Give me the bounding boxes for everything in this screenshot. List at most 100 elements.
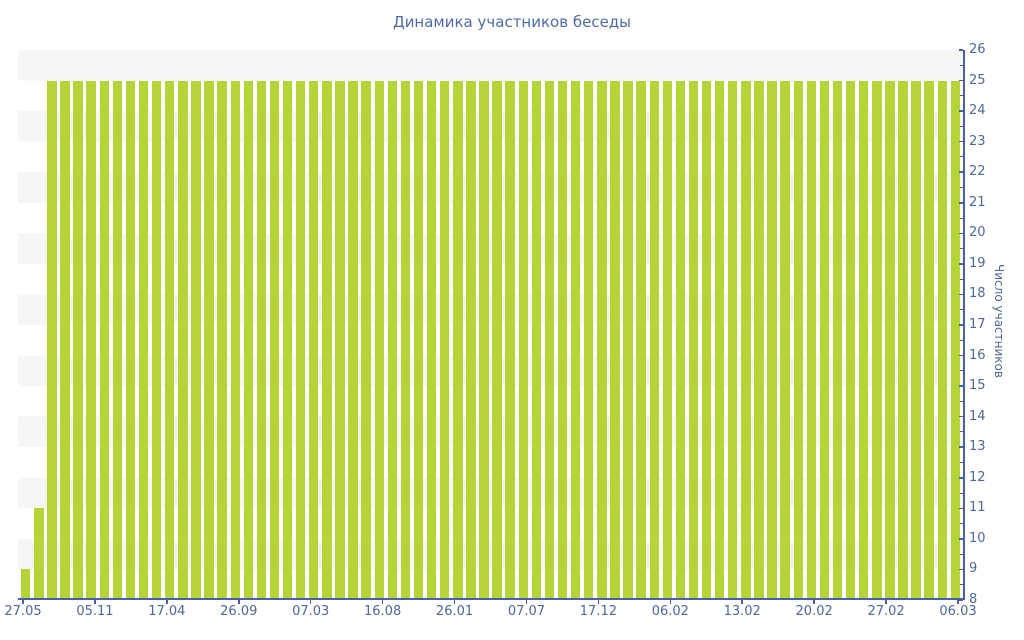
bar (570, 80, 581, 600)
bar (557, 80, 568, 600)
y-tick-label: 26 (969, 42, 986, 57)
x-tick-label: 05.11 (76, 604, 114, 619)
bar (714, 80, 725, 600)
bar (518, 80, 528, 600)
bar (610, 80, 620, 600)
y-tick-label: 14 (969, 408, 986, 424)
bar (204, 80, 214, 600)
y-tick-mark (958, 477, 963, 479)
x-tick-mark (22, 600, 24, 604)
y-axis-ticks: 8 9 10 11 12 13 14 15 16 17 18 19 20 21 22 23 24 25 26 (958, 42, 1024, 607)
bar (60, 80, 70, 600)
y-minor-tick-mark (960, 95, 963, 97)
bar (924, 80, 934, 600)
x-tick-mark (525, 600, 528, 604)
bar (440, 80, 450, 600)
bar (728, 80, 738, 600)
y-tick-label: 10 (969, 530, 986, 546)
y-minor-tick-mark (960, 553, 963, 555)
bar (125, 80, 136, 600)
bar (544, 80, 555, 600)
y-tick-mark (958, 140, 963, 143)
y-tick-label: 13 (969, 439, 986, 455)
x-tick-label: 06.02 (651, 604, 689, 619)
y-tick-label: 12 (969, 469, 986, 485)
y-minor-tick-mark (960, 125, 963, 127)
bar (584, 80, 594, 600)
bar (767, 80, 777, 600)
bar (374, 80, 384, 600)
y-tick-label: 19 (969, 255, 986, 271)
bar (21, 569, 31, 600)
x-tick-label: 06.03 (939, 604, 977, 619)
bar (636, 80, 646, 600)
x-tick-label: 20.02 (795, 604, 833, 619)
y-tick-mark (958, 385, 963, 387)
y-tick-label: 17 (969, 317, 986, 332)
y-tick-label: 23 (969, 133, 986, 149)
y-minor-tick-mark (960, 462, 963, 463)
bar (165, 80, 175, 600)
x-axis-ticks: 27.05 05.11 17.04 26.09 07.03 16.08 26.01 07.07… (4, 598, 977, 628)
x-tick-mark (238, 600, 240, 604)
bar (453, 80, 463, 600)
bar (73, 80, 83, 600)
bar (675, 80, 686, 600)
bar (335, 80, 345, 600)
bar (688, 80, 699, 600)
y-tick-label: 25 (969, 72, 986, 88)
y-minor-tick-mark (960, 523, 963, 525)
bar (531, 80, 542, 600)
bar (937, 80, 947, 600)
y-tick-mark (958, 568, 963, 571)
y-tick-mark (958, 324, 963, 326)
bar (793, 80, 803, 600)
y-tick-mark (958, 354, 963, 357)
y-tick-mark (958, 232, 963, 235)
y-tick-label: 11 (969, 500, 986, 516)
y-tick-mark (958, 415, 963, 418)
bar (217, 80, 227, 600)
bar (256, 80, 267, 600)
y-minor-tick-mark (960, 431, 963, 433)
x-tick-label: 07.03 (292, 604, 330, 619)
bar (348, 80, 358, 600)
bar (178, 80, 188, 600)
bar (99, 80, 109, 600)
x-tick-label: 26.09 (220, 604, 258, 619)
bar (269, 80, 280, 600)
bar (282, 80, 293, 600)
bar (859, 80, 869, 600)
y-tick-mark (958, 599, 963, 601)
bar (780, 80, 790, 600)
bar (466, 80, 476, 600)
x-tick-label: 27.05 (4, 604, 42, 619)
bar (701, 80, 712, 600)
chart-title: Динамика участников беседы (392, 13, 632, 31)
x-tick-mark (669, 600, 672, 604)
bar (309, 80, 319, 600)
x-tick-mark (597, 600, 600, 604)
bar (479, 80, 489, 600)
y-minor-tick-mark (960, 217, 963, 219)
bar (243, 80, 253, 600)
y-tick-mark (958, 49, 963, 51)
bar (112, 80, 123, 600)
y-minor-tick-mark (960, 156, 963, 158)
y-tick-mark (958, 171, 963, 173)
bar (387, 80, 398, 600)
y-minor-tick-mark (960, 278, 963, 280)
x-axis-line (18, 598, 965, 600)
x-tick-label: 27.02 (867, 604, 905, 619)
x-tick-mark (741, 600, 743, 604)
y-tick-label: 15 (969, 378, 986, 394)
y-tick-mark (958, 110, 963, 112)
x-tick-mark (957, 600, 959, 604)
y-minor-tick-mark (960, 584, 963, 586)
y-tick-mark (958, 202, 963, 204)
y-tick-mark (958, 293, 963, 296)
bar (806, 80, 817, 600)
bar (872, 80, 882, 600)
plot-area (18, 50, 963, 600)
